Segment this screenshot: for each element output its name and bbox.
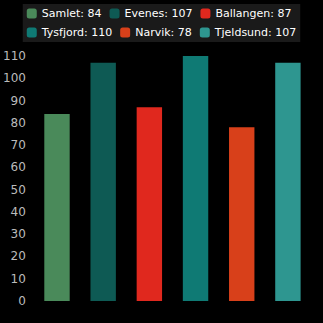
svg-text:Evenes: 107: Evenes: 107 bbox=[125, 7, 193, 20]
svg-text:0: 0 bbox=[18, 294, 26, 308]
svg-text:80: 80 bbox=[11, 116, 26, 130]
svg-text:40: 40 bbox=[11, 205, 26, 219]
svg-text:10: 10 bbox=[11, 272, 26, 286]
svg-text:60: 60 bbox=[11, 160, 26, 174]
svg-text:Samlet: 84: Samlet: 84 bbox=[42, 7, 102, 20]
svg-text:70: 70 bbox=[11, 138, 26, 152]
svg-text:20: 20 bbox=[11, 249, 26, 263]
svg-text:Tjeldsund: 107: Tjeldsund: 107 bbox=[214, 26, 296, 39]
svg-text:30: 30 bbox=[11, 227, 26, 241]
svg-text:90: 90 bbox=[11, 94, 26, 108]
svg-text:Tysfjord: 110: Tysfjord: 110 bbox=[41, 26, 112, 39]
svg-text:50: 50 bbox=[11, 183, 26, 197]
svg-text:Ballangen: 87: Ballangen: 87 bbox=[215, 7, 291, 20]
svg-text:100: 100 bbox=[3, 71, 26, 85]
svg-text:Narvik: 78: Narvik: 78 bbox=[135, 26, 192, 39]
svg-text:110: 110 bbox=[3, 49, 26, 63]
